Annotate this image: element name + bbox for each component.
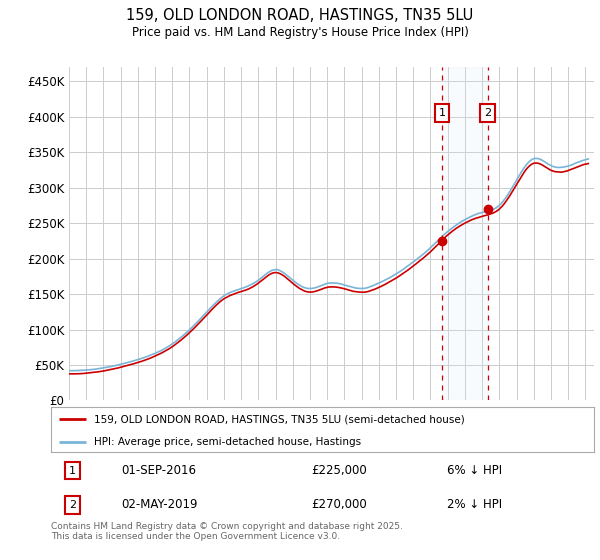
Text: 159, OLD LONDON ROAD, HASTINGS, TN35 5LU (semi-detached house): 159, OLD LONDON ROAD, HASTINGS, TN35 5LU…	[94, 414, 465, 424]
Text: 6% ↓ HPI: 6% ↓ HPI	[448, 464, 503, 477]
Text: 159, OLD LONDON ROAD, HASTINGS, TN35 5LU: 159, OLD LONDON ROAD, HASTINGS, TN35 5LU	[127, 8, 473, 24]
Text: 2: 2	[484, 108, 491, 118]
Text: 1: 1	[69, 465, 76, 475]
Text: Contains HM Land Registry data © Crown copyright and database right 2025.
This d: Contains HM Land Registry data © Crown c…	[51, 522, 403, 542]
Text: Price paid vs. HM Land Registry's House Price Index (HPI): Price paid vs. HM Land Registry's House …	[131, 26, 469, 39]
Text: 1: 1	[439, 108, 446, 118]
Text: £270,000: £270,000	[311, 498, 367, 511]
Bar	[442, 67, 488, 400]
Text: 01-SEP-2016: 01-SEP-2016	[122, 464, 197, 477]
Text: £225,000: £225,000	[311, 464, 367, 477]
Text: 02-MAY-2019: 02-MAY-2019	[122, 498, 198, 511]
Text: HPI: Average price, semi-detached house, Hastings: HPI: Average price, semi-detached house,…	[94, 437, 362, 447]
Text: 2% ↓ HPI: 2% ↓ HPI	[448, 498, 503, 511]
Text: 2: 2	[69, 500, 76, 510]
